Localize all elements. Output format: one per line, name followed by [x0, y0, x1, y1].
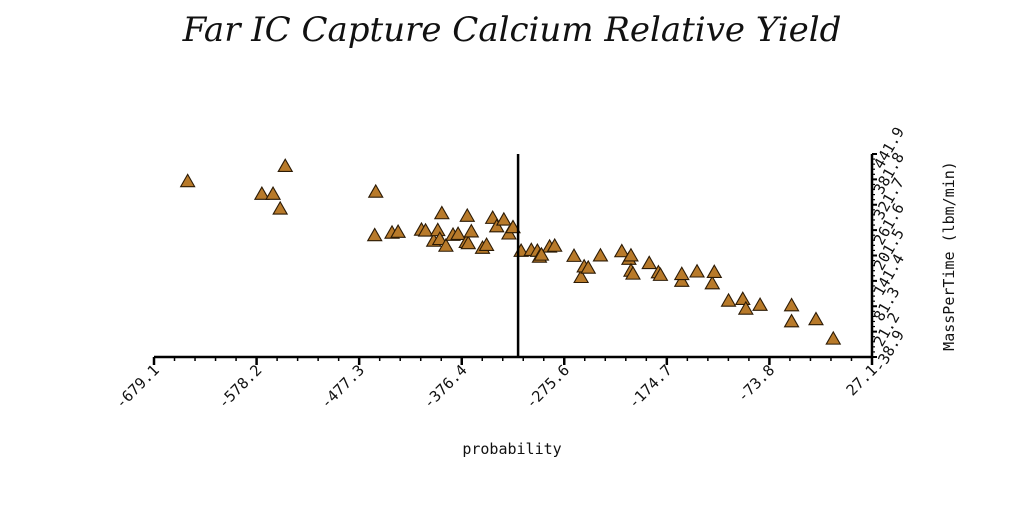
data-point	[463, 223, 480, 238]
chart-title: Far IC Capture Calcium Relative Yield	[182, 10, 842, 50]
data-point	[808, 311, 824, 326]
y-axis-label: MassPerTime (lbm/min)	[940, 161, 958, 351]
data-point	[431, 231, 448, 246]
x-tick-label: -679.1	[112, 361, 163, 412]
data-point	[505, 219, 521, 234]
data-points	[179, 158, 842, 345]
data-point	[390, 223, 407, 238]
data-point	[573, 269, 590, 284]
data-point	[737, 300, 754, 315]
data-point	[592, 247, 609, 262]
x-tick-label: -275.6	[522, 361, 573, 412]
data-point	[366, 227, 383, 242]
data-point	[495, 211, 512, 226]
data-point	[450, 226, 467, 240]
data-point	[533, 246, 550, 261]
data-point	[566, 248, 582, 262]
x-tick-label: -73.8	[734, 361, 779, 406]
data-point	[689, 263, 705, 278]
data-point	[460, 235, 477, 250]
data-point	[734, 291, 751, 305]
x-tick-label: -174.7	[625, 361, 676, 412]
data-point	[704, 275, 721, 290]
x-tick-label: -578.2	[214, 361, 265, 412]
data-point	[641, 255, 658, 270]
data-point	[417, 222, 434, 237]
data-point	[253, 185, 270, 200]
data-point	[367, 183, 384, 198]
data-point	[783, 297, 800, 312]
data-point	[706, 264, 723, 278]
x-tick-label: -376.4	[420, 361, 471, 412]
data-point	[437, 237, 454, 252]
data-point	[580, 259, 597, 274]
data-point	[625, 265, 641, 280]
data-point	[720, 292, 737, 307]
x-tick-label: -477.3	[317, 361, 368, 412]
x-axis-label: probability	[462, 440, 561, 458]
data-point	[622, 247, 639, 262]
y-axis: -38.921.281.3141.4201.5261.6321.7381.844…	[870, 124, 908, 375]
x-axis: -679.1 -578.2 -477.3 -376.4 -275.6 -174.7 -73.…	[112, 355, 881, 412]
data-point	[783, 313, 800, 328]
data-point	[652, 267, 669, 281]
data-point	[277, 158, 294, 173]
data-point	[429, 222, 446, 237]
data-point	[752, 297, 769, 311]
data-point	[478, 237, 495, 251]
data-point	[265, 185, 282, 200]
data-point	[272, 200, 289, 215]
data-point	[825, 330, 842, 345]
data-point	[546, 237, 563, 252]
data-point	[613, 243, 630, 258]
data-point	[673, 266, 690, 281]
data-point	[433, 205, 450, 220]
data-point	[459, 207, 476, 222]
data-point	[179, 173, 196, 188]
data-point	[488, 218, 505, 233]
data-point	[673, 272, 690, 287]
